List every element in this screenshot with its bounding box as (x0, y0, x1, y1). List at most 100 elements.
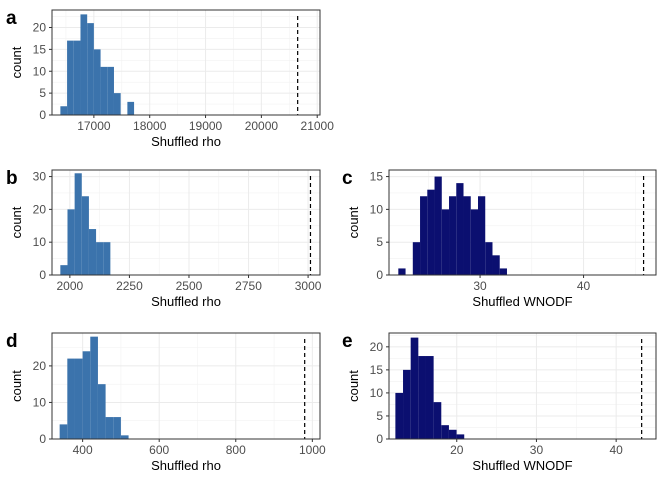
histogram-bar (60, 106, 68, 115)
y-tick-label: 10 (370, 202, 384, 216)
y-tick-label: 20 (370, 340, 384, 354)
histogram-bar (499, 268, 507, 275)
histogram-bar (80, 14, 88, 115)
panel-label: a (6, 8, 17, 29)
histogram-bar (90, 336, 98, 439)
histogram-bar (87, 23, 94, 115)
panel-b: 2000 2250 2500 2750 3000 0 10 20 30 Shuffled rho c… (6, 168, 322, 309)
histogram-bar (441, 209, 450, 275)
y-tick-label: 20 (33, 21, 47, 35)
x-tick-label: 2750 (235, 279, 262, 293)
histogram-bar (103, 242, 111, 275)
histogram-bar (74, 173, 82, 275)
histogram-bar (470, 209, 478, 275)
histogram-bar (420, 196, 428, 275)
histogram-bar (427, 189, 435, 275)
histogram-bar (448, 429, 457, 439)
y-tick-label: 0 (376, 432, 383, 446)
x-axis-title: Shuffled rho (151, 458, 221, 473)
x-axis-title: Shuffled WNODF (472, 458, 572, 473)
x-axis-title: Shuffled rho (151, 134, 221, 149)
panel-border (51, 332, 321, 440)
y-axis-title: count (9, 46, 24, 78)
y-tick-label: 5 (376, 409, 383, 423)
x-tick-label: 40 (577, 279, 591, 293)
x-tick-label: 2000 (57, 279, 84, 293)
histogram-bar (81, 196, 89, 275)
panel-label: c (342, 168, 353, 189)
histogram-bar (456, 183, 464, 275)
y-tick-label: 30 (33, 170, 47, 184)
y-tick-label: 10 (33, 64, 47, 78)
histogram-bar (73, 40, 81, 115)
panel-label: e (342, 331, 353, 352)
histogram-bar (59, 424, 68, 439)
panel-a: 17000 18000 19000 20000 21000 0 5 10 15 20 Shuffle… (6, 8, 334, 149)
panel-border (388, 332, 657, 440)
histogram-bar (478, 196, 486, 275)
histogram-bar (105, 417, 114, 439)
x-tick-label: 2250 (116, 279, 143, 293)
y-tick-label: 20 (33, 202, 47, 216)
panel-border (51, 9, 321, 116)
x-tick-label: 400 (73, 443, 93, 457)
panel-e: 20 30 40 0 5 10 15 20 Shuffled WNODF count e (342, 331, 657, 473)
y-tick-label: 0 (376, 268, 383, 282)
y-tick-label: 15 (370, 170, 384, 184)
histogram-bar (82, 351, 91, 439)
y-axis-title: count (346, 206, 361, 238)
histogram-bar (67, 358, 75, 439)
histogram-bar (403, 369, 411, 439)
histogram-bar (96, 242, 104, 275)
y-tick-label: 5 (39, 86, 46, 100)
x-tick-label: 30 (530, 443, 544, 457)
histogram-bar (410, 337, 419, 439)
panel-label: d (6, 331, 18, 352)
histogram-bar (412, 242, 421, 275)
x-tick-label: 2500 (176, 279, 203, 293)
histogram-bar (93, 49, 101, 115)
histogram-bar (418, 356, 426, 439)
histogram-bar (449, 196, 457, 275)
histogram-bar (485, 242, 493, 275)
y-tick-label: 0 (39, 108, 46, 122)
y-tick-label: 10 (370, 386, 384, 400)
histogram-bar (395, 392, 404, 439)
histogram-bar (120, 435, 129, 439)
histogram-bar (97, 384, 106, 439)
histogram-bar (127, 101, 135, 115)
y-tick-label: 0 (39, 268, 46, 282)
histogram-bar (74, 358, 83, 439)
y-axis-title: count (9, 370, 24, 402)
histogram-bar (425, 356, 434, 439)
histogram-bar (433, 402, 442, 439)
y-tick-label: 0 (39, 432, 46, 446)
x-tick-label: 21000 (301, 119, 335, 133)
x-axis-title: Shuffled WNODF (472, 294, 572, 309)
histogram-bar (463, 196, 471, 275)
y-tick-label: 5 (376, 235, 383, 249)
panel-d: 400 600 800 1000 0 10 20 Shuffled rho count d (6, 331, 326, 473)
histogram-bar (88, 229, 97, 275)
y-tick-label: 10 (33, 235, 47, 249)
histogram-bar (398, 268, 406, 275)
y-tick-label: 20 (33, 359, 47, 373)
histogram-bar (67, 209, 75, 275)
histogram-bar (492, 255, 500, 275)
x-tick-label: 19000 (189, 119, 223, 133)
histogram-bar (60, 265, 68, 275)
x-tick-label: 20000 (245, 119, 279, 133)
histogram-bar (107, 66, 114, 115)
x-tick-label: 3000 (295, 279, 322, 293)
panel-label: b (6, 168, 18, 189)
x-axis-title: Shuffled rho (151, 294, 221, 309)
y-tick-label: 10 (33, 395, 47, 409)
x-tick-label: 30 (473, 279, 487, 293)
histogram-bar (441, 425, 449, 439)
panel-border (51, 169, 321, 276)
histogram-bar (67, 40, 74, 115)
x-tick-label: 1000 (299, 443, 326, 457)
x-tick-label: 40 (609, 443, 623, 457)
panel-border (388, 169, 657, 276)
